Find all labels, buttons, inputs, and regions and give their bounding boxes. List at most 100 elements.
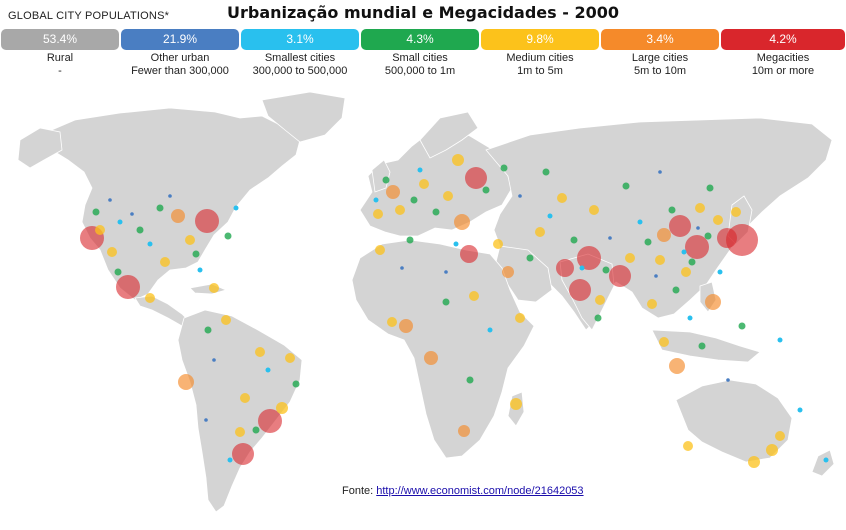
- city-bubble-medium: [419, 179, 429, 189]
- city-bubble-large: [458, 425, 470, 437]
- city-bubble-medium: [713, 215, 723, 225]
- new-zealand-landmass: [811, 449, 835, 477]
- city-bubble-smallest: [197, 267, 203, 273]
- city-bubble-smallest: [233, 205, 239, 211]
- city-bubble-small: [136, 226, 144, 234]
- legend-label-large-cities: Large cities: [631, 52, 689, 64]
- city-bubble-smallest: [147, 241, 153, 247]
- city-bubble-small: [252, 426, 260, 434]
- city-bubble-medium: [775, 431, 785, 441]
- city-bubble-medium: [240, 393, 250, 403]
- city-bubble-small: [644, 238, 652, 246]
- city-bubble-large: [424, 351, 438, 365]
- legend-label-megacities: Megacities: [756, 52, 810, 64]
- city-bubble-smallest: [823, 457, 829, 463]
- city-bubble-medium: [375, 245, 385, 255]
- city-bubble-small: [698, 342, 706, 350]
- australia-landmass: [675, 379, 793, 463]
- source-link[interactable]: http://www.economist.com/node/21642053: [376, 485, 584, 497]
- city-bubble-medium: [145, 293, 155, 303]
- city-bubble-medium: [387, 317, 397, 327]
- city-bubble-medium: [595, 295, 605, 305]
- central-america-landmass: [134, 295, 191, 327]
- city-bubble-other-urban: [726, 378, 730, 382]
- city-bubble-smallest: [417, 167, 423, 173]
- global-city-populations-label: GLOBAL CITY POPULATIONS*: [8, 10, 170, 22]
- city-bubble-medium: [681, 267, 691, 277]
- city-bubble-medium: [589, 205, 599, 215]
- world-map-svg: [17, 91, 835, 513]
- city-bubble-other-urban: [518, 194, 522, 198]
- city-bubble-medium: [221, 315, 231, 325]
- city-bubble-smallest: [547, 213, 553, 219]
- city-bubble-other-urban: [696, 226, 700, 230]
- southeast-asia-islands: [651, 329, 761, 363]
- city-bubble-small: [466, 376, 474, 384]
- city-bubble-medium: [276, 402, 288, 414]
- city-bubble-smallest: [265, 367, 271, 373]
- legend-item-smallest-cities: 3.1% Smallest cities 300,000 to 500,000: [241, 29, 359, 81]
- city-bubble-large: [705, 294, 721, 310]
- city-bubble-large: [454, 214, 470, 230]
- population-legend: 53.4% Rural - 21.9% Other urban Fewer th…: [0, 29, 846, 81]
- city-bubble-small: [92, 208, 100, 216]
- city-bubble-smallest: [687, 315, 693, 321]
- legend-range-large-cities: 5m to 10m: [634, 65, 686, 77]
- city-bubble-small: [738, 322, 746, 330]
- city-bubble-medium: [535, 227, 545, 237]
- city-bubble-medium: [695, 203, 705, 213]
- city-bubble-smallest: [777, 337, 783, 343]
- north-america-landmass: [39, 107, 301, 301]
- greenland-landmass: [261, 91, 346, 143]
- legend-label-rural: Rural: [46, 52, 74, 64]
- city-bubble-medium: [469, 291, 479, 301]
- legend-item-medium-cities: 9.8% Medium cities 1m to 5m: [481, 29, 599, 81]
- city-bubble-megacity: [577, 246, 601, 270]
- city-bubble-small: [570, 236, 578, 244]
- city-bubble-medium: [655, 255, 665, 265]
- city-bubble-smallest: [797, 407, 803, 413]
- source-attribution: Fonte: http://www.economist.com/node/216…: [342, 485, 584, 497]
- city-bubble-medium: [510, 398, 522, 410]
- city-bubble-large: [657, 228, 671, 242]
- city-bubble-other-urban: [654, 274, 658, 278]
- legend-label-smallest-cities: Smallest cities: [264, 52, 336, 64]
- legend-swatch-large-cities: 3.4%: [601, 29, 719, 50]
- city-bubble-small: [602, 266, 610, 274]
- city-bubble-megacity: [116, 275, 140, 299]
- city-bubble-small: [292, 380, 300, 388]
- legend-item-large-cities: 3.4% Large cities 5m to 10m: [601, 29, 719, 81]
- city-bubble-large: [178, 374, 194, 390]
- city-bubble-small: [526, 254, 534, 262]
- city-bubble-megacity: [609, 265, 631, 287]
- city-bubble-smallest: [227, 457, 233, 463]
- city-bubble-medium: [443, 191, 453, 201]
- city-bubble-medium: [659, 337, 669, 347]
- legend-item-rural: 53.4% Rural -: [1, 29, 119, 81]
- world-map: [0, 82, 846, 525]
- city-bubble-small: [668, 206, 676, 214]
- city-bubble-small: [482, 186, 490, 194]
- city-bubble-medium: [493, 239, 503, 249]
- city-bubble-small: [704, 232, 712, 240]
- city-bubble-megacity: [465, 167, 487, 189]
- city-bubble-medium: [107, 247, 117, 257]
- city-bubble-small: [688, 258, 696, 266]
- city-bubble-small: [594, 314, 602, 322]
- city-bubble-megacity: [569, 279, 591, 301]
- city-bubble-small: [622, 182, 630, 190]
- city-bubble-smallest: [453, 241, 459, 247]
- city-bubble-other-urban: [108, 198, 112, 202]
- city-bubble-medium: [766, 444, 778, 456]
- legend-range-rural: -: [58, 65, 62, 77]
- source-prefix: Fonte:: [342, 485, 377, 497]
- city-bubble-small: [406, 236, 414, 244]
- city-bubble-large: [669, 358, 685, 374]
- legend-range-smallest-cities: 300,000 to 500,000: [252, 65, 348, 77]
- city-bubble-medium: [557, 193, 567, 203]
- city-bubble-small: [410, 196, 418, 204]
- legend-swatch-small-cities: 4.3%: [361, 29, 479, 50]
- city-bubble-smallest: [717, 269, 723, 275]
- legend-item-other-urban: 21.9% Other urban Fewer than 300,000: [121, 29, 239, 81]
- city-bubble-megacity: [460, 245, 478, 263]
